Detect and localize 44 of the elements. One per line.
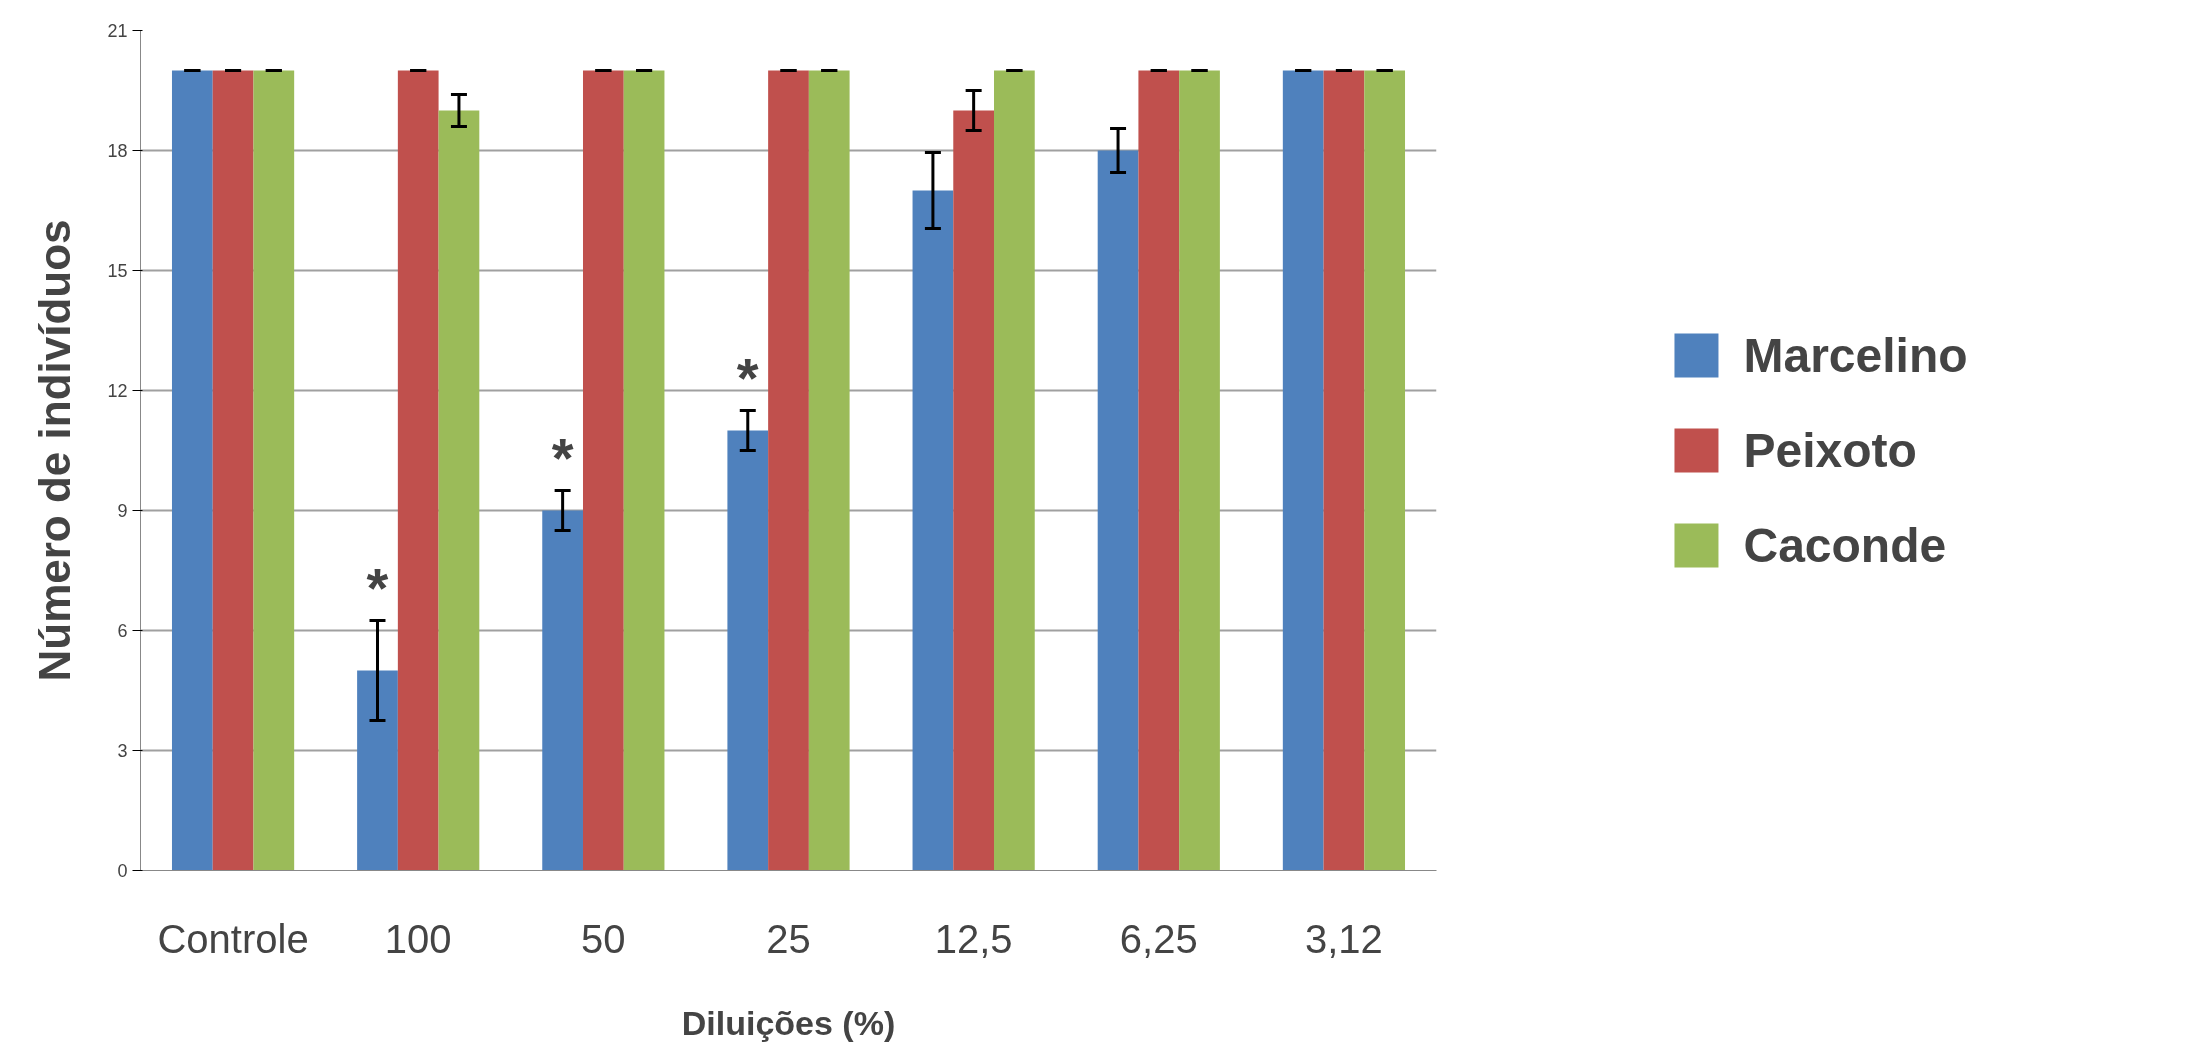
data-label: * [551,425,574,489]
bar [397,70,439,871]
y-tick-label: 9 [117,501,128,521]
y-tick-label: 21 [107,21,128,41]
y-tick-label: 18 [107,141,128,161]
bar [727,430,769,871]
bar [212,70,254,871]
bar [357,670,398,871]
y-tick-label: 6 [117,621,128,641]
bar [1138,70,1180,871]
bar [171,70,213,871]
bar [768,70,809,871]
y-axis-title: Número de indivíduos [30,219,80,682]
y-tick-label: 15 [107,261,128,281]
bar [623,70,665,871]
bar [1323,70,1365,871]
bar [994,70,1035,871]
bar [1179,70,1220,871]
y-tick-label: 3 [117,741,128,761]
x-tick-label: 50 [581,916,626,961]
legend-label: Peixoto [1743,422,1917,478]
bar [912,190,954,871]
bar [253,70,295,871]
y-tick-label: 12 [107,381,128,401]
x-tick-label: 3,12 [1305,916,1383,961]
x-tick-label: Controle [157,916,309,961]
x-tick-label: 100 [384,916,452,961]
bar [542,510,583,871]
legend-label: Marcelino [1743,327,1968,383]
data-label: * [366,555,389,619]
bar [953,110,995,871]
bar [1282,70,1324,871]
x-tick-label: 12,5 [934,916,1013,961]
bar [582,70,624,871]
y-tick-label: 0 [117,861,128,881]
x-tick-label: 25 [766,916,811,961]
x-tick-label: 6,25 [1119,916,1198,961]
bar [1097,150,1139,871]
data-label: * [736,345,759,409]
bar [438,110,480,871]
x-axis-title: Diluições (%) [681,1003,896,1042]
legend-label: Caconde [1743,517,1947,573]
bar [808,70,850,871]
bar [1364,70,1406,871]
